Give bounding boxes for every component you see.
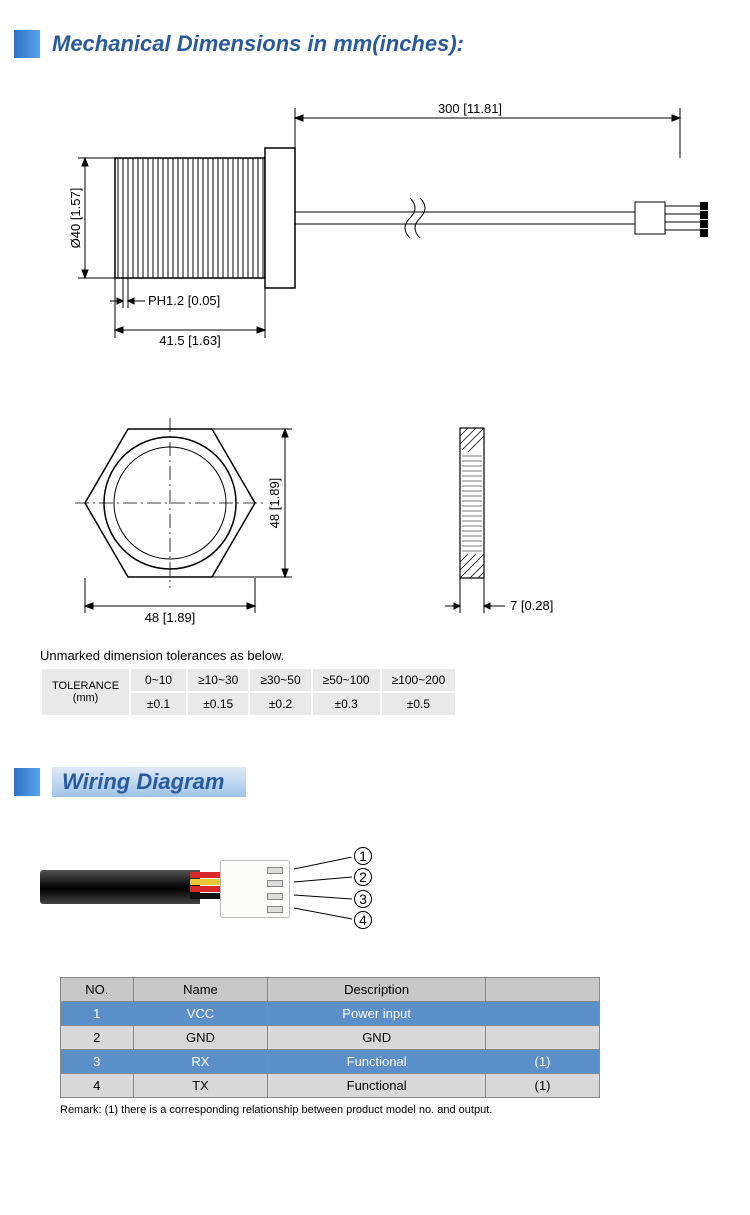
tolerance-label-cell: TOLERANCE (mm) — [42, 669, 129, 715]
wiring-cell: (1) — [485, 1074, 599, 1098]
wiring-th: NO. — [61, 978, 134, 1002]
wiring-table: NO. Name Description 1VCCPower input2GND… — [60, 977, 600, 1098]
wiring-cell: 2 — [61, 1026, 134, 1050]
wiring-th — [485, 978, 599, 1002]
wiring-remark: Remark: (1) there is a corresponding rel… — [60, 1104, 750, 1116]
wiring-cell: (1) — [485, 1050, 599, 1074]
mechanical-drawing-top: 300 [11.81] Ø40 [1.57] PH1.2 [0.05] — [60, 98, 750, 388]
wiring-th: Name — [133, 978, 268, 1002]
cable-body — [40, 870, 200, 904]
dim-body-length: 41.5 [1.63] — [159, 333, 220, 348]
connector-housing — [220, 860, 290, 918]
tol-value: ±0.15 — [188, 693, 248, 715]
tol-value: ±0.3 — [313, 693, 380, 715]
dim-hex-width: 48 [1.89] — [145, 610, 196, 625]
tol-range: ≥30~50 — [250, 669, 310, 691]
wiring-row: 2GNDGND — [61, 1026, 600, 1050]
wiring-cell: RX — [133, 1050, 268, 1074]
dim-thread-pitch: PH1.2 [0.05] — [148, 293, 220, 308]
section-header-dimensions: Mechanical Dimensions in mm(inches): — [14, 30, 750, 58]
wiring-cell — [485, 1002, 599, 1026]
tol-range: ≥10~30 — [188, 669, 248, 691]
wiring-cell: GND — [133, 1026, 268, 1050]
wiring-cell — [485, 1026, 599, 1050]
tol-range: ≥100~200 — [382, 669, 456, 691]
section-title-dimensions: Mechanical Dimensions in mm(inches): — [52, 31, 464, 57]
wiring-row: 4TXFunctional(1) — [61, 1074, 600, 1098]
connector-pin — [267, 893, 283, 900]
pin-number-2: 2 — [354, 868, 372, 886]
wiring-row: 1VCCPower input — [61, 1002, 600, 1026]
tolerance-table: TOLERANCE (mm) 0~10 ≥10~30 ≥30~50 ≥50~10… — [40, 667, 457, 717]
tol-value: ±0.2 — [250, 693, 310, 715]
section-accent-bar — [14, 30, 40, 58]
connector-pin — [267, 867, 283, 874]
connector-pin — [267, 906, 283, 913]
tolerance-label: TOLERANCE — [52, 680, 119, 692]
section-accent-bar — [14, 768, 40, 796]
tol-range: 0~10 — [131, 669, 186, 691]
wiring-cell: 3 — [61, 1050, 134, 1074]
wiring-row: 3RXFunctional(1) — [61, 1050, 600, 1074]
wiring-cell: Power input — [268, 1002, 486, 1026]
wiring-cell: Functional — [268, 1074, 486, 1098]
wiring-th: Description — [268, 978, 486, 1002]
wiring-cell: TX — [133, 1074, 268, 1098]
pin-number-3: 3 — [354, 890, 372, 908]
connector-pin — [267, 880, 283, 887]
mechanical-drawing-bottom: 48 [1.89] 48 [1.89] 7 [0.28] — [60, 408, 750, 638]
wiring-cell: GND — [268, 1026, 486, 1050]
section-title-wiring: Wiring Diagram — [52, 767, 246, 797]
dim-cable-length: 300 [11.81] — [438, 101, 502, 116]
wiring-cell: 4 — [61, 1074, 134, 1098]
pin-number-1: 1 — [354, 847, 372, 865]
tol-range: ≥50~100 — [313, 669, 380, 691]
wiring-cell: Functional — [268, 1050, 486, 1074]
pin-number-4: 4 — [354, 911, 372, 929]
tolerance-note: Unmarked dimension tolerances as below. — [40, 648, 750, 663]
dim-ring-thickness: 7 [0.28] — [510, 598, 553, 613]
wiring-cell: VCC — [133, 1002, 268, 1026]
tolerance-unit: (mm) — [73, 692, 99, 704]
tol-value: ±0.1 — [131, 693, 186, 715]
tol-value: ±0.5 — [382, 693, 456, 715]
wiring-cell: 1 — [61, 1002, 134, 1026]
dim-diameter: Ø40 [1.57] — [68, 188, 83, 249]
dim-hex-height: 48 [1.89] — [267, 478, 282, 529]
wiring-illustration: 1 2 3 4 — [40, 837, 750, 957]
section-header-wiring: Wiring Diagram — [14, 767, 750, 797]
